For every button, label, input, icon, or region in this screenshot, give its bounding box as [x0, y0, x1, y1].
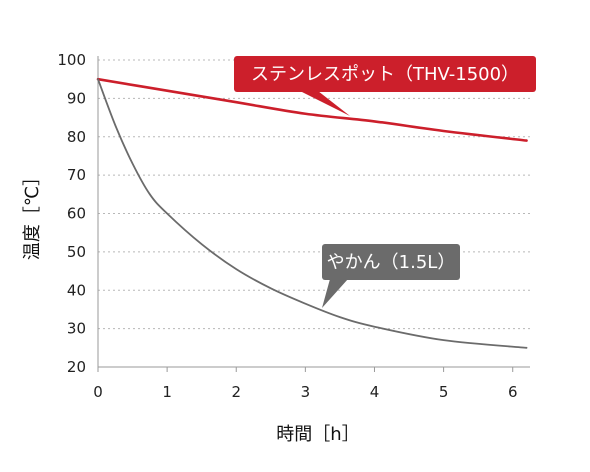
x-tick-label-5: 5	[439, 383, 449, 401]
callout-box-1	[234, 56, 536, 92]
x-tick-label-6: 6	[508, 383, 518, 401]
y-tick-label-60: 60	[67, 205, 86, 223]
callout-pointer-1	[300, 91, 350, 116]
y-tick-label-50: 50	[67, 243, 86, 261]
callout-2: やかん（1.5L）	[322, 244, 460, 308]
y-tick-label-30: 30	[67, 320, 86, 338]
series-line-1	[96, 77, 528, 142]
y-tick-label-40: 40	[67, 281, 86, 299]
x-tick-label-1: 1	[162, 383, 172, 401]
y-axis-title: 温度［℃］	[22, 168, 43, 260]
axes: 20 30 40 50 60 70 80 90 100 0 1 2 3 4 5 6	[57, 51, 530, 401]
callout-box-2	[322, 244, 460, 280]
gridlines	[98, 59, 530, 330]
series-callouts: ステンレスポット（THV-1500） やかん（1.5L）	[234, 56, 536, 308]
x-axis-title: 時間［h］	[276, 424, 359, 445]
y-tick-label-100: 100	[57, 51, 86, 69]
series-label-1: ステンレスポット（THV-1500）	[251, 64, 519, 85]
y-tick-label-70: 70	[67, 166, 86, 184]
x-tick-label-3: 3	[301, 383, 311, 401]
series-label-2: やかん（1.5L）	[327, 252, 456, 273]
x-tick-label-2: 2	[231, 383, 241, 401]
series-line-2	[97, 78, 528, 349]
y-tick-label-20: 20	[67, 358, 86, 376]
callout-1: ステンレスポット（THV-1500）	[234, 56, 536, 116]
series-lines	[96, 77, 528, 349]
y-tick-label-80: 80	[67, 128, 86, 146]
x-tick-label-0: 0	[93, 383, 103, 401]
callout-pointer-2	[322, 279, 348, 308]
x-tick-label-4: 4	[370, 383, 380, 401]
y-tick-label-90: 90	[67, 89, 86, 107]
